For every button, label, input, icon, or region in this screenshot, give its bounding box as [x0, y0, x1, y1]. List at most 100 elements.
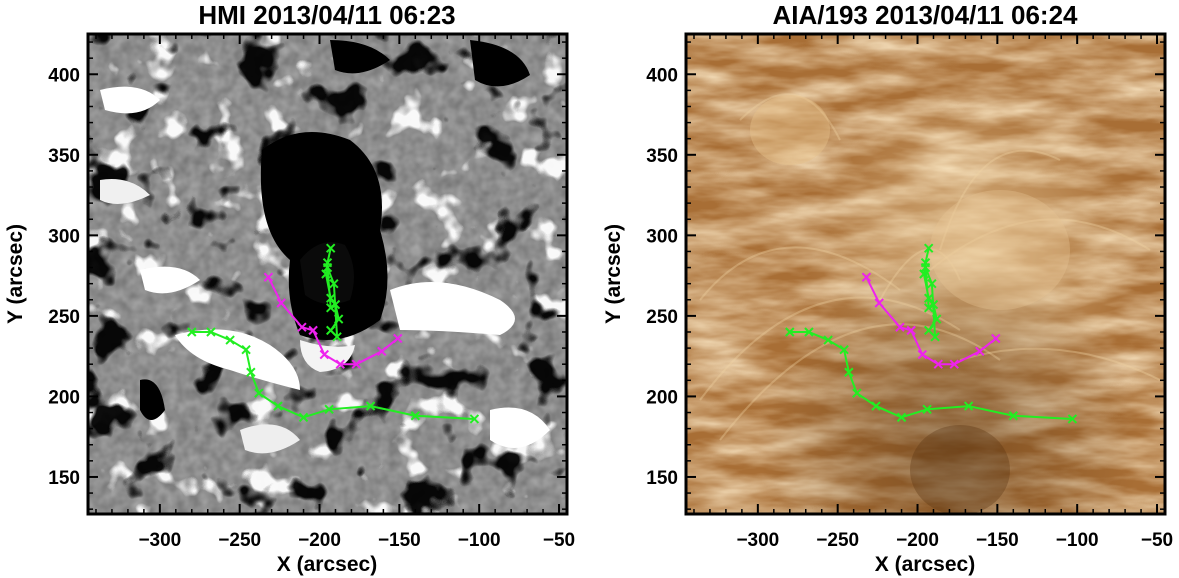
aia-data-point [927, 278, 937, 289]
aia-plot-frame [684, 32, 1167, 516]
hmi-data-point [324, 404, 334, 415]
aia-data-point [874, 298, 884, 308]
aia-data-point [844, 367, 854, 377]
aia-data-point [922, 404, 932, 415]
aia-x-axis-label: X (arcsec) [875, 553, 975, 576]
hmi-plot-frame [86, 32, 569, 516]
aia-x-tick-label: −300 [736, 530, 779, 551]
hmi-data-point [298, 412, 309, 423]
hmi-data-point [297, 322, 307, 332]
aia-data-point [895, 322, 905, 332]
aia-data-point [923, 243, 934, 253]
hmi-x-axis-label: X (arcsec) [277, 553, 377, 576]
hmi-data-point [325, 243, 336, 253]
hmi-data-point [333, 314, 344, 324]
hmi-data-point [329, 278, 339, 289]
aia-data-point [963, 401, 974, 411]
hmi-y-tick-label: 250 [48, 307, 80, 328]
hmi-data-point [187, 327, 197, 337]
aia-y-tick-label: 400 [646, 65, 678, 86]
hmi-y-tick-label: 400 [48, 65, 80, 86]
hmi-data-point [241, 344, 251, 355]
aia-data-point [839, 344, 849, 355]
aia-y-tick-label: 300 [646, 226, 678, 247]
hmi-magnetogram-image [88, 34, 567, 514]
aia-trajectories [785, 243, 1078, 424]
hmi-data-point [351, 359, 361, 369]
aia-data-point [991, 333, 1001, 344]
aia-data-point [861, 272, 872, 282]
aia-data-point [931, 314, 942, 324]
aia-data-point [923, 303, 934, 313]
aia-data-point [949, 359, 959, 369]
aia-x-tick-label: −150 [976, 530, 1019, 551]
hmi-trajectories [187, 243, 480, 424]
hmi-x-tick-label: −100 [458, 530, 501, 551]
hmi-data-point [246, 367, 256, 377]
hmi-data-point [319, 349, 330, 360]
aia-title: AIA/193 2013/04/11 06:24 [772, 0, 1078, 30]
aia-data-point [923, 293, 934, 303]
hmi-x-tick-label: −50 [543, 530, 575, 551]
aia-data-point [933, 359, 943, 369]
aia-data-point [871, 401, 881, 411]
hmi-data-point [225, 335, 235, 345]
hmi-data-point [335, 359, 345, 369]
aia-data-point [785, 327, 795, 337]
hmi-data-point [321, 269, 331, 279]
hmi-x-tick-label: −300 [138, 530, 181, 551]
hmi-panel: HMI 2013/04/11 06:23 −300 −250 −200 −150 −10… [4, 0, 575, 576]
hmi-y-tick-label: 350 [48, 146, 80, 167]
hmi-y-axis-label: Y (arcsec) [4, 224, 27, 324]
hmi-data-point [276, 298, 286, 308]
hmi-x-tick-label: −200 [298, 530, 341, 551]
hmi-data-point [393, 333, 403, 344]
hmi-y-tick-label: 150 [48, 468, 80, 489]
hmi-title: HMI 2013/04/11 06:23 [198, 0, 455, 30]
aia-panel: AIA/193 2013/04/11 06:24 −300 −25 [602, 0, 1173, 576]
aia-193-image [686, 34, 1165, 514]
hmi-data-point [410, 411, 421, 421]
aia-data-point [852, 388, 862, 398]
hmi-data-point [263, 272, 274, 282]
aia-data-point [975, 346, 985, 357]
aia-data-point [906, 325, 916, 336]
aia-y-axis-label: Y (arcsec) [602, 224, 625, 324]
aia-x-tick-label: −200 [896, 530, 939, 551]
hmi-y-tick-label: 200 [48, 387, 80, 408]
hmi-data-point [365, 401, 376, 411]
aia-x-tick-label: −250 [816, 530, 859, 551]
aia-data-point [919, 269, 929, 279]
aia-data-point [928, 299, 939, 310]
aia-data-point [804, 327, 814, 337]
hmi-data-point [377, 346, 387, 357]
aia-data-point [896, 412, 907, 423]
aia-y-tick-label: 150 [646, 468, 678, 489]
hmi-series-line-0 [191, 330, 475, 420]
aia-data-point [917, 349, 928, 360]
hmi-data-point [273, 401, 283, 411]
aia-y-tick-label: 350 [646, 146, 678, 167]
aia-y-tick-label: 250 [646, 307, 678, 328]
hmi-data-point [325, 303, 336, 313]
aia-x-tick-label: −50 [1141, 530, 1173, 551]
hmi-data-point [308, 325, 318, 336]
aia-data-point [823, 335, 833, 345]
hmi-data-point [330, 299, 341, 310]
hmi-x-tick-label: −250 [218, 530, 261, 551]
hmi-data-point [325, 293, 336, 303]
aia-series-line-0 [789, 330, 1073, 420]
hmi-data-point [206, 327, 216, 337]
aia-data-point [930, 332, 940, 342]
hmi-data-point [254, 388, 264, 398]
aia-x-tick-label: −100 [1056, 530, 1099, 551]
hmi-axes: −300 −250 −200 −150 −100 −50 150 200 250 300 350 40… [48, 34, 575, 551]
aia-data-point [1067, 414, 1078, 424]
hmi-data-point [332, 332, 342, 342]
aia-axes: −300 −250 −200 −150 −100 −50 150 200 250 300 350 40… [646, 34, 1173, 551]
hmi-y-tick-label: 300 [48, 226, 80, 247]
aia-y-tick-label: 200 [646, 387, 678, 408]
aia-data-point [920, 262, 931, 273]
aia-data-point [1008, 411, 1019, 421]
